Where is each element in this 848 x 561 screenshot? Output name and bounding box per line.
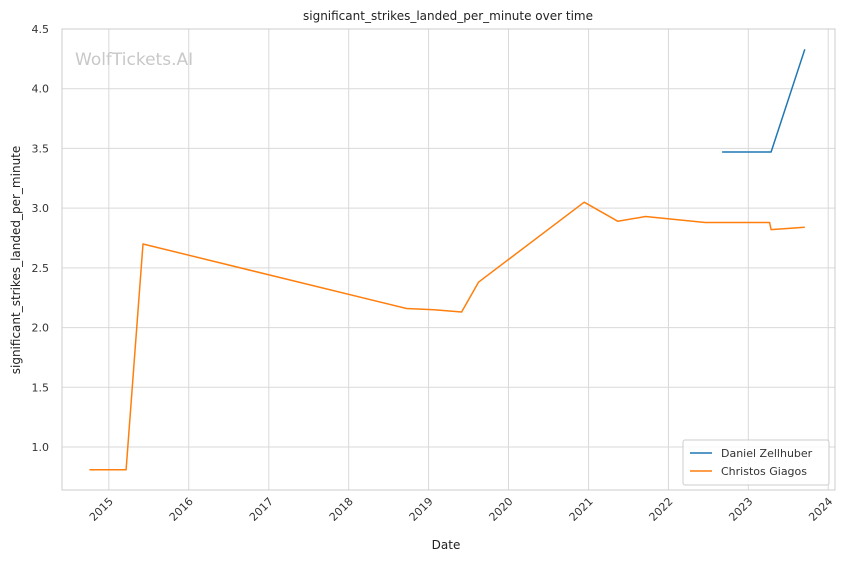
y-tick-label: 3.5 (32, 142, 50, 155)
y-tick-label: 4.5 (32, 23, 50, 36)
x-tick-label: 2019 (407, 495, 436, 524)
x-axis-label: Date (432, 538, 461, 552)
watermark: WolfTickets.AI (75, 50, 193, 70)
legend-label-daniel-zellhuber: Daniel Zellhuber (721, 447, 813, 460)
y-axis: 1.0 1.5 2.0 2.5 3.0 3.5 4.0 4.5 (32, 23, 50, 454)
x-tick-label: 2022 (647, 495, 676, 524)
x-tick-label: 2018 (327, 495, 356, 524)
x-tick-label: 2021 (567, 495, 596, 524)
x-tick-label: 2020 (487, 495, 516, 524)
y-tick-label: 2.5 (32, 262, 50, 275)
series-layer (89, 49, 806, 471)
y-tick-label: 1.5 (32, 381, 50, 394)
series-line-daniel-zellhuber (722, 49, 806, 153)
y-tick-label: 3.0 (32, 202, 50, 215)
x-tick-label: 2016 (167, 495, 196, 524)
legend-box (682, 439, 830, 486)
plot-frame (61, 28, 836, 491)
y-tick-label: 4.0 (32, 83, 50, 96)
y-tick-label: 1.0 (32, 441, 50, 454)
series-line-christos-giagos (89, 201, 805, 471)
y-axis-label: significant_strikes_landed_per_minute (9, 146, 23, 375)
legend: Daniel Zellhuber Christos Giagos (682, 439, 830, 486)
y-tick-label: 2.0 (32, 322, 50, 335)
x-tick-label: 2017 (247, 495, 276, 524)
x-tick-label: 2024 (806, 495, 835, 524)
plot-background (62, 29, 835, 490)
legend-label-christos-giagos: Christos Giagos (721, 465, 807, 478)
x-tick-label: 2015 (87, 495, 116, 524)
x-tick-label: 2023 (726, 495, 755, 524)
chart-title: significant_strikes_landed_per_minute ov… (303, 9, 593, 23)
x-axis: 2015 2016 2017 2018 2019 2020 2021 2022 2023 2024 (87, 495, 835, 524)
